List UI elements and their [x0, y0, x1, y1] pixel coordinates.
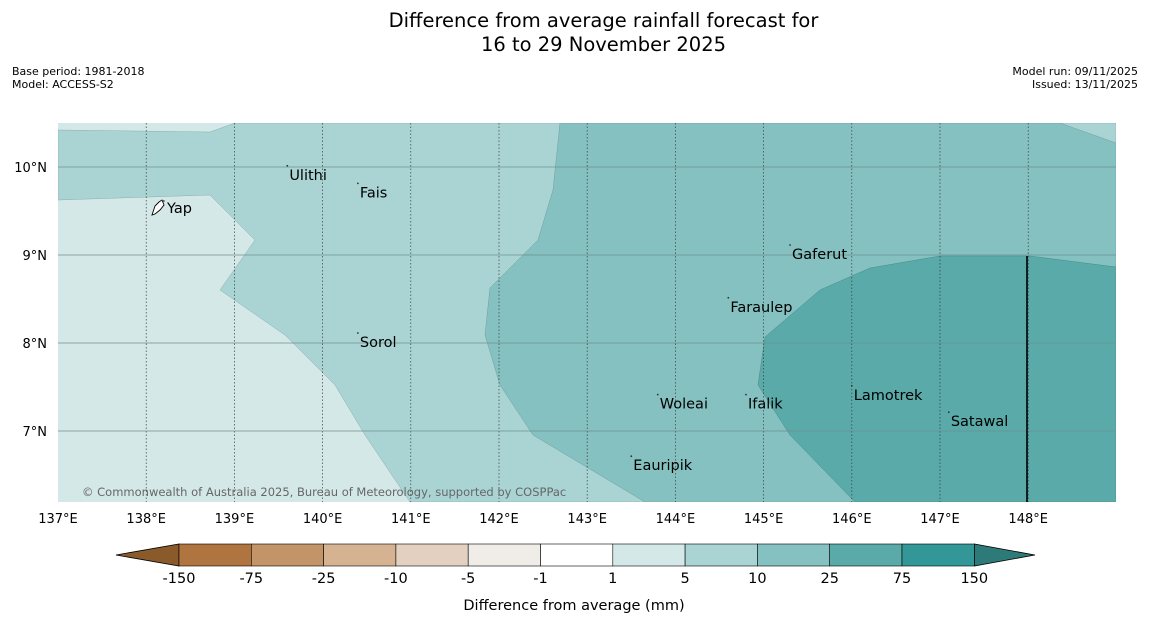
base-period: Base period: 1981-2018	[12, 65, 145, 78]
place-label: Gaferut	[792, 247, 847, 263]
place-marker	[789, 244, 791, 246]
map-area: Yap Ulithi Fais Gaferut Faraulep Sorol Lamotre…	[58, 123, 1116, 502]
colorbar: -150 -75 -25 -10 -5 -1 1 5 10 25 75 150	[115, 543, 1036, 587]
lon-tick-label: 138°E	[126, 512, 166, 527]
yap-island	[151, 199, 165, 216]
place-marker	[727, 296, 730, 299]
colorbar-tick-label: -25	[312, 571, 336, 587]
colorbar-segment	[251, 543, 324, 567]
place-marker	[656, 393, 659, 396]
colorbar-tick-label: 25	[820, 571, 838, 587]
colorbar-tick-label: -5	[461, 571, 475, 587]
lat-tick-label: 9°N	[23, 249, 48, 264]
place-labels: Yap Ulithi Fais Gaferut Faraulep Sorol Lamotre…	[162, 164, 1008, 474]
place-label: Woleai	[660, 397, 708, 413]
graticule	[58, 123, 1116, 502]
colorbar-segment	[178, 543, 252, 567]
place-label: Sorol	[360, 335, 397, 351]
lat-tick-label: 7°N	[23, 425, 48, 440]
colorbar-tick-label: 10	[748, 571, 766, 587]
place-label: Yap	[166, 201, 192, 217]
place-marker	[745, 393, 747, 396]
lat-tick-label: 8°N	[23, 337, 48, 352]
place-label: Satawal	[951, 414, 1008, 430]
colorbar-tick-label: -10	[384, 571, 408, 587]
lon-tick-label: 146°E	[832, 512, 872, 527]
latitude-axis: 10°N 9°N 8°N 7°N	[14, 161, 47, 440]
colorbar-segment	[395, 543, 469, 567]
colorbar-tick-label: 5	[680, 571, 689, 587]
lon-tick-label: 139°E	[215, 512, 255, 527]
colorbar-segment	[684, 543, 758, 567]
title-line-2: 16 to 29 November 2025	[480, 33, 727, 56]
longitude-axis: 137°E 138°E 139°E 140°E 141°E 142°E 143°E 144°E…	[38, 512, 1048, 527]
lon-tick-label: 142°E	[479, 512, 519, 527]
colorbar-tick-label: -150	[163, 571, 196, 587]
title-line-1: Difference from average rainfall forecas…	[388, 9, 819, 32]
lat-tick-label: 10°N	[14, 161, 47, 176]
colorbar-segment	[612, 543, 686, 567]
colorbar-segment	[467, 543, 541, 567]
place-marker	[947, 411, 950, 414]
place-label: Ifalik	[748, 397, 783, 413]
lon-tick-label: 141°E	[391, 512, 431, 527]
colorbar-tick-label: 150	[960, 571, 988, 587]
lon-tick-label: 148°E	[1008, 512, 1048, 527]
place-label: Faraulep	[730, 300, 792, 316]
colorbar-segment	[901, 543, 975, 567]
meta-right: Model run: 09/11/2025 Issued: 13/11/2025	[1012, 65, 1138, 91]
colorbar-tick-label: -1	[533, 571, 547, 587]
lon-tick-label: 145°E	[744, 512, 784, 527]
model-run: Model run: 09/11/2025	[1012, 65, 1138, 78]
meta-left: Base period: 1981-2018 Model: ACCESS-S2	[12, 65, 144, 91]
issued-date: Issued: 13/11/2025	[1031, 78, 1138, 91]
colorbar-tick-label: 75	[893, 571, 911, 587]
map-title: Difference from average rainfall forecas…	[0, 9, 1150, 57]
lon-tick-label: 144°E	[656, 512, 696, 527]
place-marker	[850, 384, 853, 387]
colorbar-segment	[829, 543, 903, 567]
place-label: Lamotrek	[854, 388, 923, 404]
place-marker	[356, 332, 359, 334]
colorbar-over-arrow	[973, 543, 1036, 567]
colorbar-tick-label: -75	[239, 571, 263, 587]
place-marker	[162, 200, 165, 202]
place-marker	[356, 182, 359, 185]
place-marker	[286, 164, 289, 167]
lon-tick-label: 147°E	[920, 512, 960, 527]
colorbar-segment	[323, 543, 397, 567]
place-label: Ulithi	[289, 168, 327, 184]
copyright-text: © Commonwealth of Australia 2025, Bureau…	[82, 485, 566, 499]
colorbar-label: Difference from average (mm)	[463, 598, 684, 614]
place-marker	[630, 455, 633, 458]
lon-tick-label: 137°E	[38, 512, 78, 527]
colorbar-segment	[757, 543, 831, 567]
colorbar-segment	[540, 543, 614, 567]
model-name: Model: ACCESS-S2	[12, 78, 114, 91]
place-label: Fais	[360, 185, 387, 201]
colorbar-tick-label: 1	[608, 571, 617, 587]
place-label: Eauripik	[633, 458, 692, 474]
colorbar-under-arrow	[115, 543, 180, 567]
lon-tick-label: 143°E	[567, 512, 607, 527]
lon-tick-label: 140°E	[303, 512, 343, 527]
